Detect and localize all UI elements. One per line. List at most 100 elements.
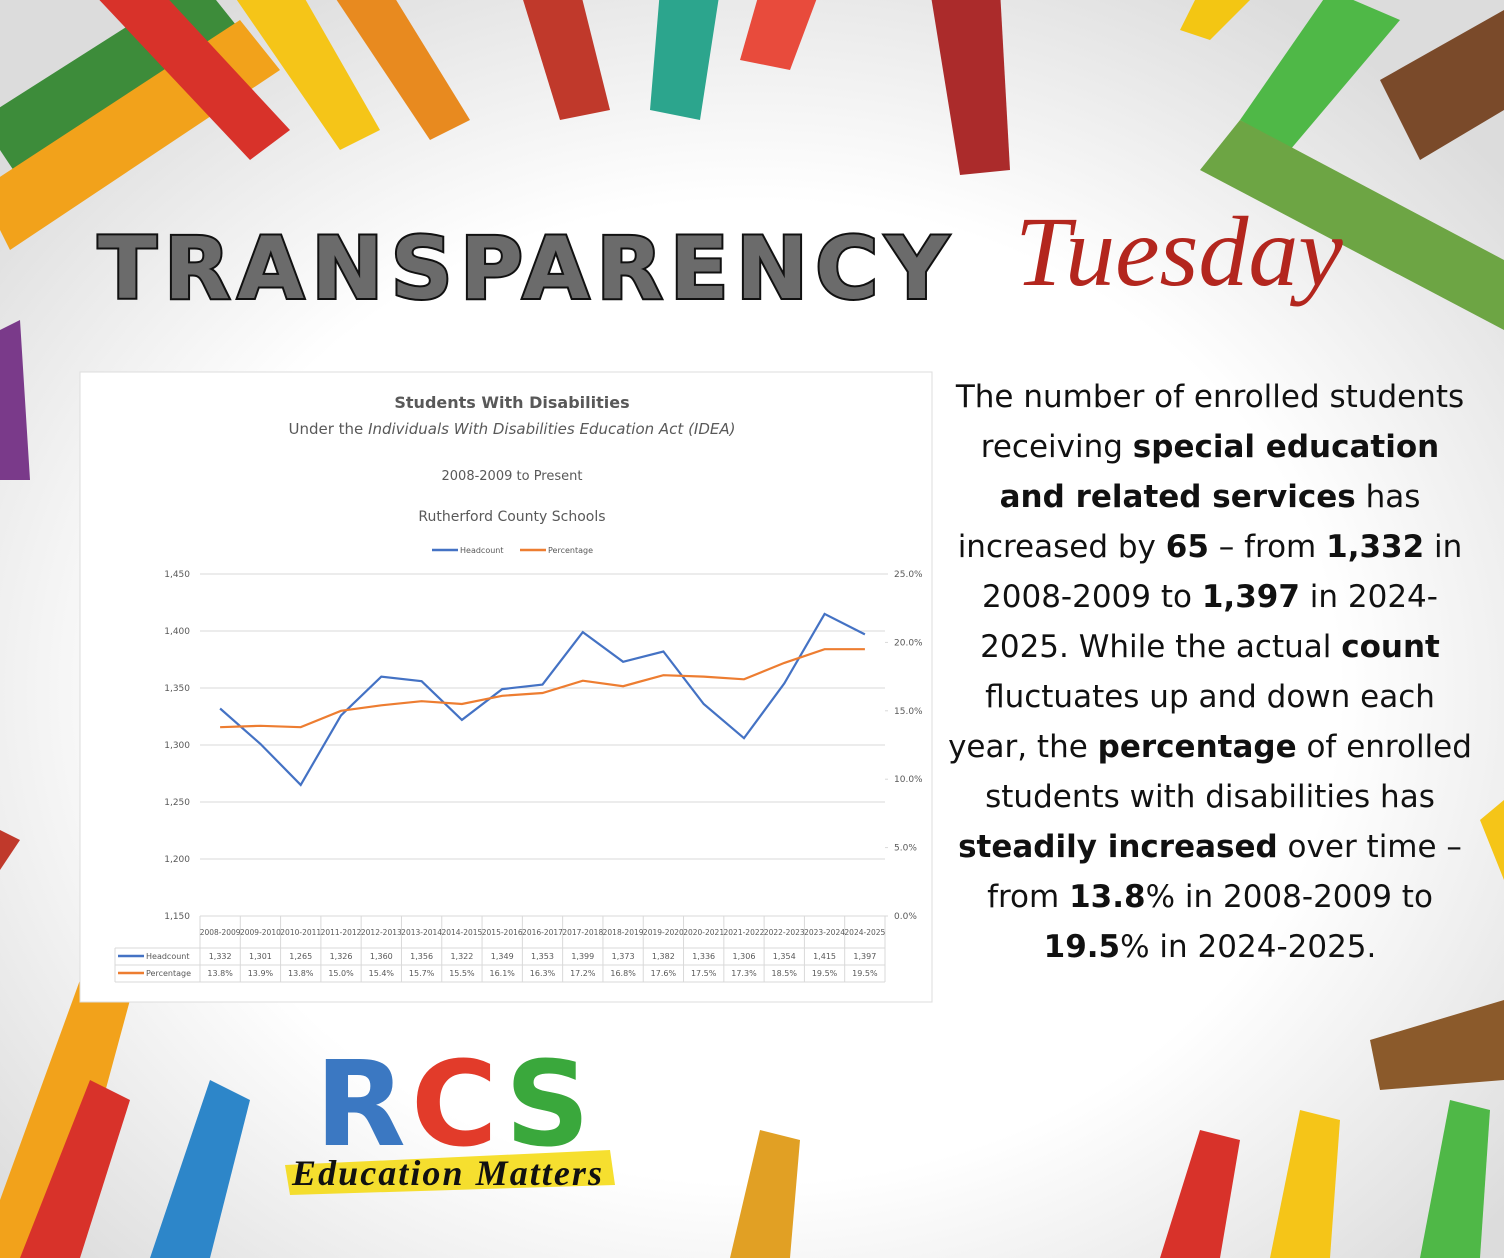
y-tick-label: 1,300 (164, 741, 190, 751)
emphasis: count (1341, 629, 1440, 665)
table-value: 13.8% (288, 969, 314, 978)
subtitle-prefix: Under the (289, 420, 369, 438)
emphasis: 1,397 (1201, 579, 1300, 615)
logo-brush (285, 1150, 615, 1195)
x-tick-label: 2015-2016 (482, 928, 523, 937)
header-script-title: Tuesday (1015, 196, 1343, 307)
y2-tick-label: 25.0% (894, 570, 923, 580)
y-tick-label: 1,400 (164, 627, 190, 637)
x-tick-label: 2014-2015 (441, 928, 482, 937)
logo: RCS Education Matters (285, 1035, 615, 1195)
table-value: 1,397 (853, 952, 876, 961)
chart-subtitle: Under the Individuals With Disabilities … (289, 420, 736, 438)
emphasis: 19.5 (1043, 929, 1121, 965)
x-tick-label: 2008-2009 (200, 928, 241, 937)
x-tick-label: 2018-2019 (603, 928, 644, 937)
x-tick-label: 2010-2011 (280, 928, 321, 937)
table-value: 19.5% (812, 969, 838, 978)
table-value: 1,399 (571, 952, 594, 961)
table-value: 15.5% (449, 969, 475, 978)
series-line (219, 612, 866, 787)
table-value: 1,373 (612, 952, 635, 961)
text-run: % in 2024-2025. (1120, 929, 1377, 965)
subtitle-emphasis: Individuals With Disabilities Education … (368, 420, 735, 438)
table-value: 15.4% (369, 969, 395, 978)
emphasis: 13.8 (1069, 879, 1146, 915)
table-value: 1,326 (330, 952, 353, 961)
table-value: 1,301 (249, 952, 272, 961)
x-tick-label: 2024-2025 (844, 928, 885, 937)
table-value: 17.5% (691, 969, 717, 978)
header-title: TRANSPARENCY (98, 219, 950, 319)
table-value: 17.2% (570, 969, 596, 978)
logo-tagline: Education Matters (291, 1153, 602, 1193)
table-value: 17.6% (651, 969, 677, 978)
y-tick-label: 1,450 (164, 570, 190, 580)
x-tick-label: 2021-2022 (724, 928, 765, 937)
table-value: 16.8% (610, 969, 636, 978)
text-run: of enrolled students with disabilities h… (985, 729, 1472, 815)
table-value: 15.7% (409, 969, 435, 978)
y2-tick-label: 15.0% (894, 707, 923, 717)
table-value: 1,353 (531, 952, 554, 961)
x-tick-label: 2013-2014 (401, 928, 442, 937)
table-value: 1,332 (209, 952, 232, 961)
x-tick-label: 2011-2012 (321, 928, 362, 937)
table-value: 1,415 (813, 952, 836, 961)
emphasis: steadily increased (958, 829, 1278, 865)
table-value: 16.3% (530, 969, 556, 978)
table-value: 18.5% (772, 969, 798, 978)
table-value: 15.0% (328, 969, 354, 978)
series-line (220, 648, 865, 729)
table-value: 13.9% (248, 969, 274, 978)
x-tick-label: 2023-2024 (804, 928, 845, 937)
text-run: – from (1208, 529, 1327, 565)
chart-organization: Rutherford County Schools (418, 509, 605, 525)
table-value: 1,354 (773, 952, 796, 961)
table-value: 17.3% (731, 969, 757, 978)
x-tick-label: 2009-2010 (240, 928, 281, 937)
table-value: 1,349 (491, 952, 514, 961)
text-run: The number of enrolled students receivin… (955, 379, 1465, 465)
emphasis: 65 (1165, 529, 1209, 565)
x-tick-label: 2016-2017 (522, 928, 563, 937)
emphasis: 1,332 (1326, 529, 1425, 565)
y2-tick-label: 20.0% (894, 638, 923, 648)
legend-label: Headcount (460, 546, 504, 555)
y-tick-label: 1,200 (164, 855, 190, 865)
x-tick-label: 2019-2020 (643, 928, 684, 937)
text-run: fluctuates up and down each year, the (948, 679, 1435, 765)
table-value: 1,306 (733, 952, 756, 961)
table-value: 13.8% (207, 969, 233, 978)
chart: Students With Disabilities Under the Ind… (114, 393, 923, 983)
description: The number of enrolled students receivin… (945, 372, 1475, 972)
table-value: 19.5% (852, 969, 878, 978)
table-value: 1,360 (370, 952, 393, 961)
text-run: over time – from (987, 829, 1462, 915)
table-value: 1,356 (410, 952, 433, 961)
table-value: 1,382 (652, 952, 675, 961)
x-tick-label: 2017-2018 (562, 928, 603, 937)
table-value: 1,322 (450, 952, 473, 961)
text-run: in 2024-2025. While the actual (980, 579, 1438, 665)
text-run: has increased by (957, 479, 1421, 565)
table-row-label: Headcount (146, 952, 190, 961)
chart-period: 2008-2009 to Present (442, 469, 583, 484)
text-run: in 2008-2009 to (982, 529, 1463, 615)
y2-tick-label: 0.0% (894, 912, 917, 922)
y2-tick-label: 5.0% (894, 844, 917, 854)
table-value: 16.1% (489, 969, 515, 978)
emphasis: special education and related services (999, 429, 1440, 515)
table-value: 1,336 (692, 952, 715, 961)
chart-title: Students With Disabilities (394, 393, 629, 412)
table-value: 1,265 (289, 952, 312, 961)
text-run: % in 2008-2009 to (1145, 879, 1433, 915)
y-tick-label: 1,250 (164, 798, 190, 808)
y-tick-label: 1,350 (164, 684, 190, 694)
x-tick-label: 2020-2021 (683, 928, 724, 937)
chart-panel (79, 371, 933, 1003)
y-tick-label: 1,150 (164, 912, 190, 922)
